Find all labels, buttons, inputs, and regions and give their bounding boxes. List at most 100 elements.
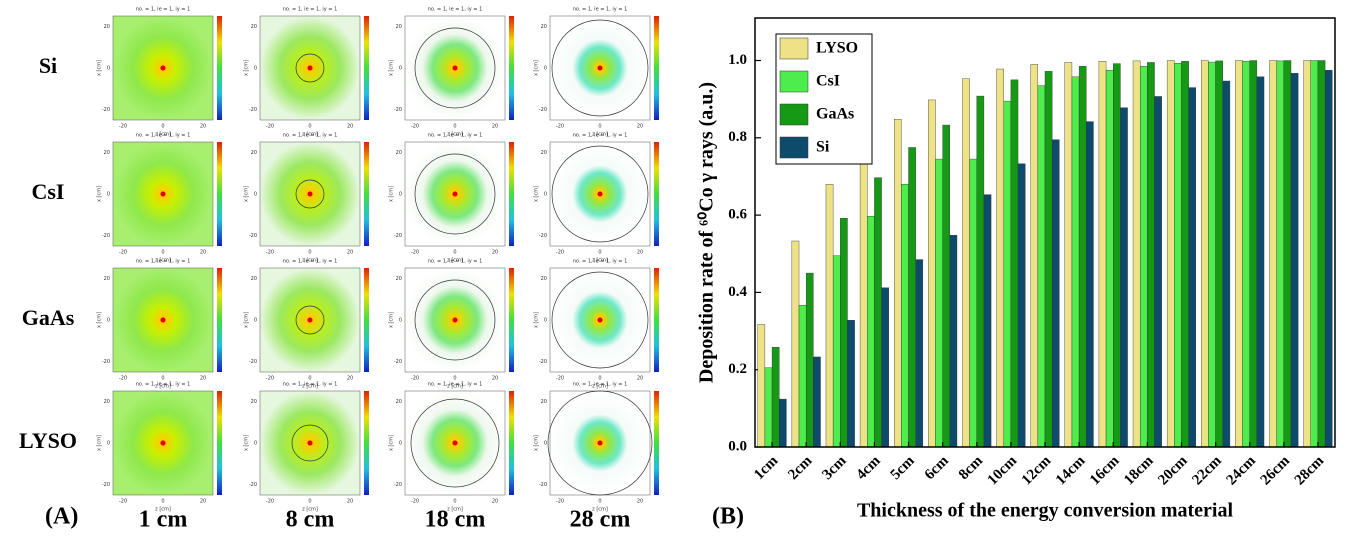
x-tick-label: 0 <box>161 250 164 256</box>
heatmap-title: no. = 1, ie = 1, iy = 1 <box>136 382 191 388</box>
bar <box>1269 61 1276 447</box>
x-tick-label: 20cm <box>1155 453 1191 489</box>
heatmap-title: no. = 1, ie = 1, iy = 1 <box>136 7 191 13</box>
y-axis-label: x [cm] <box>244 312 250 328</box>
y-tick-label: 0.4 <box>728 284 747 300</box>
x-tick-label: 16cm <box>1087 453 1123 489</box>
bar <box>1208 62 1215 447</box>
heatmap-title: no. = 1, ie = 1, iy = 1 <box>136 133 191 139</box>
y-tick-label: 0 <box>544 66 547 72</box>
x-tick-label: 20 <box>347 376 353 382</box>
bar <box>997 69 1004 447</box>
source <box>308 192 313 197</box>
bar <box>1106 70 1113 447</box>
bar <box>916 260 923 447</box>
row-label: GaAs <box>22 305 75 330</box>
y-tick-label: 20 <box>541 399 547 405</box>
colorbar <box>364 268 369 372</box>
heatmap-title: no. = 1, ie = 1, iy = 1 <box>428 7 483 13</box>
heatmap-title: no. = 1, ie = 1, iy = 1 <box>573 259 628 265</box>
bar <box>867 216 874 447</box>
heatmap-title: no. = 1, ie = 1, iy = 1 <box>428 259 483 265</box>
colorbar <box>654 268 659 372</box>
x-tick-label: 3cm <box>819 453 850 484</box>
x-axis-label: z [cm] <box>302 507 318 513</box>
bar <box>909 147 916 447</box>
y-tick-label: 20 <box>251 150 257 156</box>
x-tick-label: -20 <box>266 499 274 505</box>
y-tick-label: 0 <box>544 192 547 198</box>
x-tick-label: 0 <box>161 499 164 505</box>
x-tick-label: 6cm <box>922 453 953 484</box>
x-tick-label: -20 <box>266 376 274 382</box>
bar <box>1243 61 1250 447</box>
x-tick-label: 26cm <box>1258 453 1294 489</box>
x-tick-label: 0 <box>308 499 311 505</box>
y-axis-label: x [cm] <box>244 60 250 76</box>
source <box>453 441 458 446</box>
x-tick-label: 0 <box>598 124 601 130</box>
y-axis-label: x [cm] <box>534 312 540 328</box>
bar <box>1311 61 1318 447</box>
y-tick-label: 20 <box>541 24 547 30</box>
bar <box>901 184 908 447</box>
source <box>453 318 458 323</box>
y-axis-label: x [cm] <box>97 60 103 76</box>
x-tick-label: 20 <box>200 124 206 130</box>
x-tick-label: 1cm <box>751 453 782 484</box>
x-tick-label: -20 <box>556 250 564 256</box>
x-tick-label: 20 <box>347 124 353 130</box>
bar <box>1181 61 1188 447</box>
x-tick-label: 20 <box>492 250 498 256</box>
x-tick-label: 20 <box>492 124 498 130</box>
bar <box>1031 64 1038 447</box>
colorbar <box>217 391 222 495</box>
y-tick-label: -20 <box>102 359 110 365</box>
x-tick-label: -20 <box>266 124 274 130</box>
y-tick-label: -20 <box>249 359 257 365</box>
bar <box>1099 61 1106 447</box>
x-tick-label: 0 <box>598 250 601 256</box>
x-axis-label: z [cm] <box>155 507 171 513</box>
bar <box>1052 140 1059 447</box>
bar <box>813 357 820 447</box>
x-tick-label: -20 <box>266 250 274 256</box>
y-tick-label: 0 <box>254 441 257 447</box>
x-tick-label: 14cm <box>1053 453 1089 489</box>
x-tick-label: 20 <box>637 250 643 256</box>
source <box>308 441 313 446</box>
y-tick-label: -20 <box>102 482 110 488</box>
bar <box>1304 61 1311 447</box>
heatmap-title: no. = 1, ie = 1, iy = 1 <box>283 382 338 388</box>
x-tick-label: 20 <box>347 499 353 505</box>
y-tick-label: 1.0 <box>728 52 747 68</box>
x-axis-label: Thickness of the energy conversion mater… <box>857 500 1234 522</box>
y-tick-label: 20 <box>251 399 257 405</box>
x-tick-label: 0 <box>308 124 311 130</box>
y-axis-label: x [cm] <box>97 186 103 202</box>
y-tick-label: 0 <box>399 192 402 198</box>
source <box>598 192 603 197</box>
y-tick-label: -20 <box>394 233 402 239</box>
y-tick-label: 20 <box>251 24 257 30</box>
colorbar <box>509 391 514 495</box>
bar <box>1004 101 1011 447</box>
x-tick-label: 20 <box>492 376 498 382</box>
panel-label: (B) <box>712 504 744 530</box>
source <box>161 318 166 323</box>
y-tick-label: 20 <box>104 399 110 405</box>
bar <box>882 288 889 447</box>
y-tick-label: 20 <box>396 150 402 156</box>
heatmap-title: no. = 1, ie = 1, iy = 1 <box>428 382 483 388</box>
x-tick-label: -20 <box>119 499 127 505</box>
bar <box>765 368 772 447</box>
x-tick-label: -20 <box>556 499 564 505</box>
y-tick-label: 20 <box>541 276 547 282</box>
y-tick-label: 0 <box>254 192 257 198</box>
source <box>161 441 166 446</box>
bar <box>1250 61 1257 447</box>
bar <box>874 178 881 447</box>
bar <box>1174 63 1181 447</box>
x-tick-label: 12cm <box>1019 453 1055 489</box>
bar <box>1113 64 1120 447</box>
